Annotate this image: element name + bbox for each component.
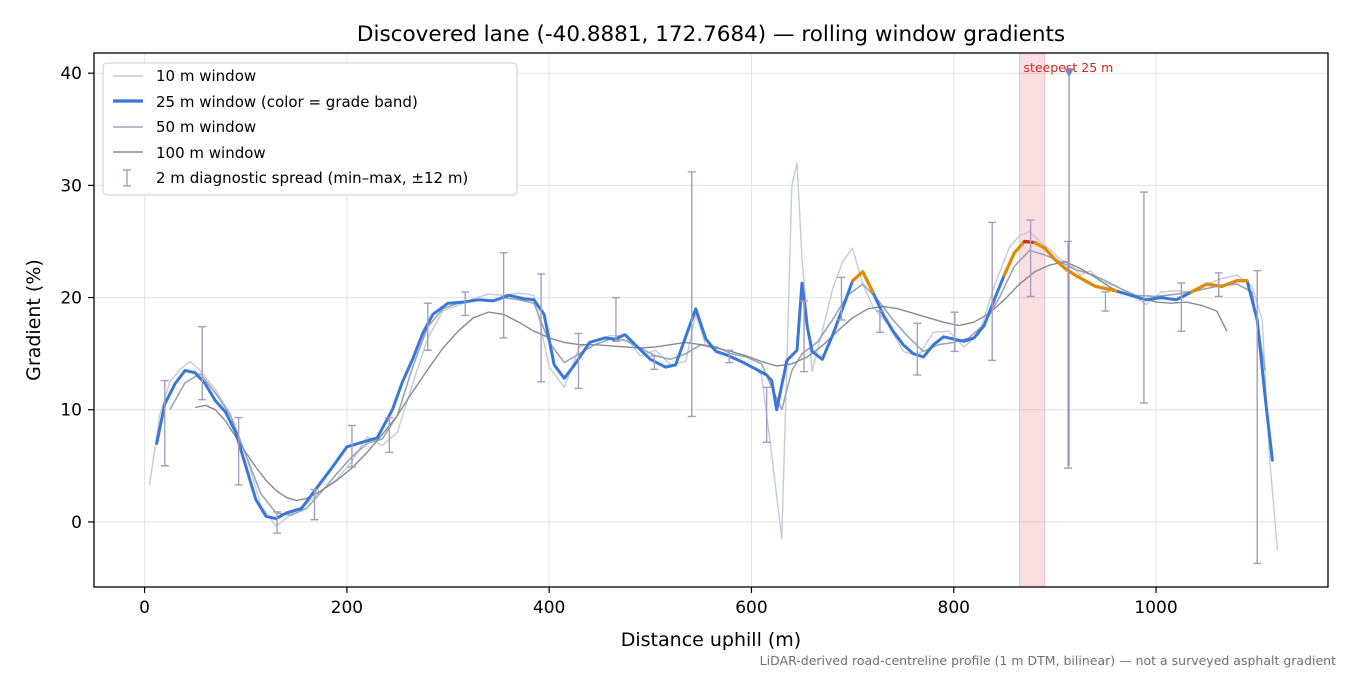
series-segment-w25-grade <box>1002 251 1017 277</box>
x-tick-label: 200 <box>331 598 363 618</box>
legend-label-errorbar: 2 m diagnostic spread (min–max, ±12 m) <box>156 169 468 187</box>
legend-label-w100: 100 m window <box>156 144 266 162</box>
steepest-marker <box>1064 68 1075 78</box>
steepest-band <box>1019 52 1046 588</box>
y-tick-label: 20 <box>60 289 82 309</box>
series-segment-w25-grade <box>1053 257 1067 270</box>
series-segment-w25-grade <box>1043 246 1057 262</box>
y-axis-label: Gradient (%) <box>23 259 45 381</box>
annotation-layer: steepest 25 m <box>1024 60 1114 466</box>
series-segment-w25-grade <box>1189 282 1209 294</box>
series-segment-w25-grade <box>1205 282 1224 288</box>
plot-frame <box>93 52 1329 588</box>
x-axis-label: Distance uphill (m) <box>621 629 801 651</box>
x-tick-label: 1000 <box>1134 598 1177 618</box>
legend: 10 m window 25 m window (color = grade b… <box>102 62 518 196</box>
y-tick-label: 10 <box>60 401 82 421</box>
series-segment-w25-grade <box>1063 266 1077 277</box>
errorbar-layer <box>160 171 1262 565</box>
axis-ticks: 0 200 400 600 800 1000 0 10 20 30 40 <box>60 64 1177 618</box>
x-tick-label: 400 <box>533 598 565 618</box>
x-tick-label: 600 <box>735 598 767 618</box>
x-tick-label: 0 <box>139 598 150 618</box>
legend-label-w50: 50 m window <box>156 118 256 136</box>
legend-swatch-errorbar <box>123 169 131 187</box>
legend-label-w10: 10 m window <box>156 67 256 85</box>
series-segment-w25-grade <box>851 270 865 283</box>
y-tick-label: 0 <box>71 513 82 533</box>
series-segment-w25-grade <box>1012 239 1027 255</box>
series-segment-w25-grade <box>1083 279 1097 288</box>
x-tick-label: 800 <box>938 598 970 618</box>
y-tick-label: 40 <box>60 64 82 84</box>
legend-label-w25: 25 m window (color = grade band) <box>156 93 418 111</box>
y-tick-label: 30 <box>60 176 82 196</box>
series-segment-w25-grade <box>861 270 875 294</box>
highlight-layer <box>1019 52 1046 588</box>
series-segment-w25-grade <box>1220 279 1239 288</box>
series-segment-w25-grade <box>1103 286 1118 293</box>
series-line-w100 <box>194 261 1228 502</box>
footnote: LiDAR-derived road-centreline profile (1… <box>760 653 1336 668</box>
series-segment-w25-grade <box>1073 273 1087 283</box>
series-segment-w25-grade <box>1022 239 1037 245</box>
steepest-label: steepest 25 m <box>1024 60 1114 75</box>
chart-title: Discovered lane (-40.8881, 172.7684) — r… <box>357 22 1065 47</box>
series-segment-w25-grade <box>1033 240 1047 250</box>
series-segment-w25-grade <box>1093 284 1108 291</box>
legend-box <box>102 62 518 196</box>
